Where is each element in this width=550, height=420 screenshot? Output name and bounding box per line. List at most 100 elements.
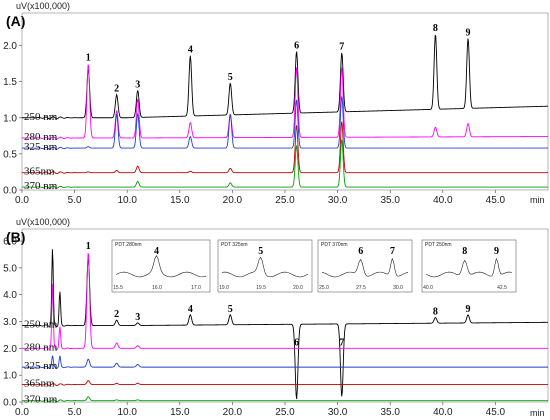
series-line-325-nm (22, 355, 548, 369)
y-tick-label: 2.0 (3, 41, 17, 52)
x-tick-label: 0.0 (15, 407, 29, 418)
peak-label: 9 (466, 304, 471, 315)
peak-label: 7 (339, 337, 344, 348)
y-tick-label: 5.0 (3, 263, 17, 274)
x-tick-label: 40.0 (433, 407, 453, 418)
x-tick-label: 25.0 (275, 195, 295, 206)
series-label: 370 nm (24, 394, 58, 406)
series-label: 250 nm (24, 319, 58, 331)
inset-panel: PDT 280nm 4 15.5 16.0 17.0 (111, 239, 211, 293)
inset-frame (111, 239, 211, 293)
x-tick-label: 35.0 (380, 407, 400, 418)
x-tick-label: 30.0 (328, 407, 348, 418)
x-tick-label: 20.0 (223, 195, 243, 206)
series-label: 250 nm (24, 111, 58, 123)
y-tick-label: 0.0 (3, 186, 17, 197)
y-tick-label: 6.0 (3, 237, 17, 248)
peak-label: 1 (86, 53, 91, 64)
inset-tick-label: 25.0 (319, 285, 329, 291)
series-label: 325 nm (24, 360, 58, 372)
x-tick-label: 20.0 (223, 407, 243, 418)
inset-tick-label: 17.0 (191, 285, 201, 291)
series-line-250-nm (21, 34, 549, 120)
inset-peak-label: 4 (154, 246, 159, 257)
x-tick-label: 30.0 (328, 195, 348, 206)
inset-tick-label: 19.0 (219, 285, 229, 291)
series-line-365nm (22, 121, 548, 175)
peak-label: 6 (294, 337, 299, 348)
inset-tick-label: 30.0 (393, 285, 403, 291)
peak-label: 5 (228, 72, 233, 83)
inset-tick-label: 19.5 (256, 285, 266, 291)
y-tick-label: 1.5 (3, 77, 17, 88)
x-tick-label: 45.0 (486, 407, 506, 418)
x-tick-label: 5.0 (68, 407, 82, 418)
inset-title: PDT 370nm (321, 242, 348, 248)
panel-b-ylabel: uV(x100,000) (16, 217, 70, 227)
inset-trace (221, 256, 309, 278)
x-tick-label: 25.0 (275, 407, 295, 418)
series-label: 365nm (24, 166, 55, 178)
inset-peak-label: 9 (494, 246, 499, 257)
y-tick-label: 0.0 (3, 398, 17, 409)
x-tick-label: 5.0 (68, 195, 82, 206)
peak-label: 8 (433, 307, 438, 318)
x-tick-label: 40.0 (433, 195, 453, 206)
peak-label: 7 (339, 42, 344, 53)
series-line-370-nm (22, 396, 548, 403)
series-label: 325 nm (24, 141, 58, 153)
inset-tick-label: 40.0 (423, 285, 433, 291)
y-tick-label: 3.0 (3, 317, 17, 328)
peak-label: 3 (135, 312, 140, 323)
x-tick-label: 35.0 (380, 195, 400, 206)
inset-panel: PDT 370nm 6 7 25.0 27.5 30.0 (317, 239, 413, 293)
x-tick-label: 15.0 (170, 407, 190, 418)
x-tick-label: 10.0 (117, 407, 137, 418)
peak-label: 2 (114, 309, 119, 320)
inset-trace (115, 255, 207, 278)
panel-a-label: (A) (6, 13, 25, 29)
peak-label: 6 (294, 40, 299, 51)
inset-tick-label: 20.0 (293, 285, 303, 291)
inset-peak-label: 7 (390, 246, 395, 257)
y-tick-label: 0.5 (3, 149, 17, 160)
series-label: 370 nm (24, 180, 58, 192)
inset-tick-label: 27.5 (356, 285, 366, 291)
peak-label: 5 (228, 304, 233, 315)
series-line-280-nm (22, 253, 548, 350)
x-tick-label: 15.0 (170, 195, 190, 206)
inset-peak-label: 8 (462, 246, 467, 257)
inset-peak-label: 5 (258, 246, 263, 257)
series-label: 365nm (24, 378, 55, 390)
peak-label: 1 (86, 241, 91, 252)
inset-title: PDT 325nm (221, 242, 248, 248)
series-line-365nm (21, 380, 548, 386)
y-tick-label: 1.0 (3, 371, 17, 382)
inset-panel: PDT 250nm 8 9 40.0 42.5 (421, 239, 517, 293)
peak-label: 4 (188, 304, 193, 315)
x-tick-label: 10.0 (117, 195, 137, 206)
inset-frame (217, 239, 313, 293)
y-tick-label: 2.0 (3, 344, 17, 355)
series-line-325-nm (22, 96, 548, 150)
inset-title: PDT 250nm (425, 242, 452, 248)
peak-label: 4 (188, 45, 193, 56)
y-tick-label: 4.0 (3, 290, 17, 301)
inset-tick-label: 15.5 (113, 285, 123, 291)
inset-tick-label: 16.0 (152, 285, 162, 291)
panel-b-xlabel: min (530, 408, 545, 418)
series-line-250-nm (22, 249, 548, 400)
series-label: 280 nm (24, 131, 58, 143)
panel-a-xlabel: min (530, 195, 545, 205)
inset-panel: PDT 325nm 5 19.0 19.5 20.0 (217, 239, 313, 293)
peak-label: 9 (466, 27, 471, 38)
inset-frame (421, 239, 517, 293)
inset-frame (317, 239, 413, 293)
panel-b: (B) uV(x100,000) min 12 34 56 78 9 250 nm280… (3, 217, 549, 418)
inset-peak-label: 6 (358, 246, 363, 257)
x-tick-label: 45.0 (486, 195, 506, 206)
panel-a-plot-frame (21, 12, 549, 191)
inset-tick-label: 42.5 (497, 285, 507, 291)
peak-label: 8 (433, 23, 438, 34)
